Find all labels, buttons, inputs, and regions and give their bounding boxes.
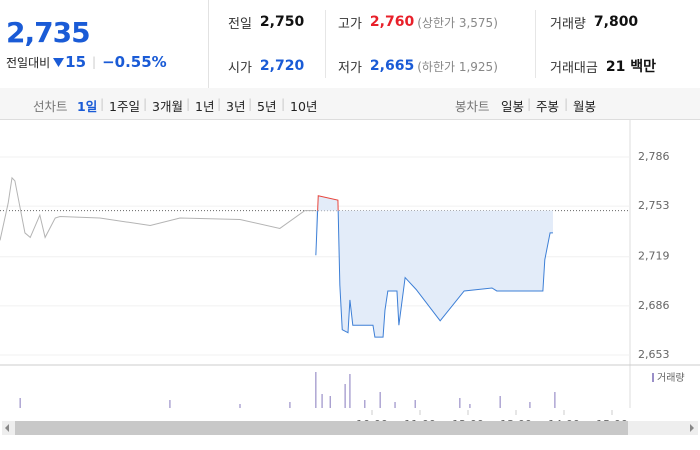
stat: 거래량 7,800 [550,0,638,44]
tab-group-label: 선차트 [33,99,68,114]
separator: | [564,96,569,111]
quote-header: 2,735 전일대비 15 | −0.55% 전일 2,750 고가 2,760 (상… [0,0,700,89]
tab[interactable]: 일봉 [501,99,525,114]
separator: | [217,96,222,111]
stat-label: 저가 [338,60,362,76]
scroll-left[interactable] [5,424,9,432]
price-line [0,176,315,241]
stat-note: (하한가 1,925) [417,59,498,74]
down-arrow [53,58,65,67]
tab[interactable]: 3개월 [152,99,183,114]
price: 2,735 [6,16,91,49]
separator: | [186,96,191,111]
change-label: 전일대비 [6,55,51,70]
scrollbar-thumb[interactable] [15,421,628,435]
stat-value: 2,720 [259,58,305,74]
tab[interactable]: 월봉 [573,99,597,114]
legend-label: 거래량 [657,372,685,384]
separator: | [527,96,532,111]
tab[interactable]: 1일 [77,99,98,114]
stat: 거래대금 21 백만 [550,44,656,88]
stat: 전일 2,750 [228,0,304,44]
tab[interactable]: 주봉 [536,99,560,114]
tab[interactable]: 10년 [290,99,318,114]
stat-label: 거래대금 [550,60,598,76]
separator: | [143,96,148,111]
area [315,195,553,338]
stat-value: 2,760 [369,14,415,30]
stat-label: 전일 [228,16,252,32]
scroll-right[interactable] [690,424,694,432]
separator: | [100,96,105,111]
stat: 저가 2,665 (하한가 1,925) [338,44,498,88]
stat-label: 고가 [338,16,362,32]
change: 전일대비 15 | −0.55% [6,53,167,71]
stat: 시가 2,720 [228,44,304,88]
y-tick-label: 2,786 [638,150,670,163]
tab-group-label: 봉차트 [455,99,490,114]
stat-value: 2,665 [369,58,415,74]
tab-bar: 선차트 봉차트 1일 1주일 | 3개월 | 1년 | 3년 | 5년 | 10년 | 일봉 주봉 | 월봉 | [0,88,700,120]
stat-value: 2,750 [259,14,305,30]
change-value: 15 [65,53,87,71]
tab[interactable]: 1주일 [109,99,140,114]
quote-box: 2,735 전일대비 15 | −0.55% [0,0,209,88]
change-pct: −0.55% [102,53,167,71]
stat-label: 시가 [228,60,252,76]
chart: 거래량15:0014:0013:0012:0011:0010:00 2,7862… [0,120,700,450]
tab[interactable]: 5년 [257,99,277,114]
separator: | [248,96,253,111]
stat: 고가 2,760 (상한가 3,575) [338,0,498,44]
y-tick-label: 2,719 [638,250,670,263]
legend-swatch [652,373,654,382]
stat-label: 거래량 [550,16,586,32]
y-tick-label: 2,753 [638,199,670,212]
stat-value: 21 백만 [605,59,656,75]
y-tick-label: 2,686 [638,299,670,312]
stat-value: 7,800 [593,14,639,30]
tab[interactable]: 3년 [226,99,246,114]
price-line [315,210,553,338]
separator: | [281,96,286,111]
tab[interactable]: 1년 [195,99,215,114]
y-tick-label: 2,653 [638,348,670,361]
stat-note: (상한가 3,575) [417,15,498,30]
